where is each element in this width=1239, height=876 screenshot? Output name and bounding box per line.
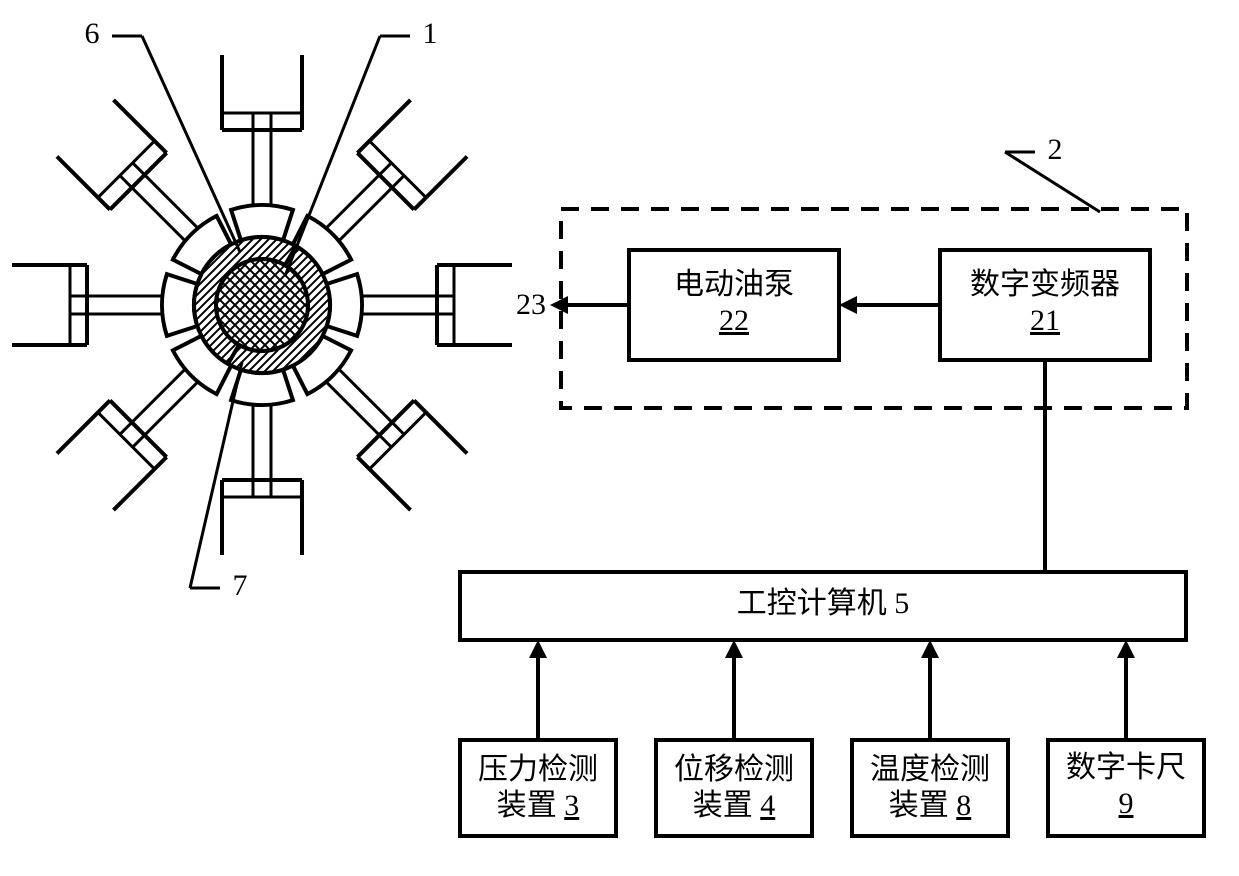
svg-text:22: 22 <box>719 304 749 337</box>
svg-text:2: 2 <box>1048 133 1063 166</box>
svg-text:7: 7 <box>233 569 248 602</box>
svg-text:数字变频器: 数字变频器 <box>970 268 1120 301</box>
svg-text:6: 6 <box>85 17 100 50</box>
svg-text:9: 9 <box>1119 787 1134 820</box>
svg-text:装置 4: 装置 4 <box>693 789 776 822</box>
svg-text:21: 21 <box>1030 304 1060 337</box>
temperature-box: 温度检测装置 8 <box>852 740 1008 836</box>
pressure-box: 压力检测装置 3 <box>460 740 616 836</box>
svg-text:1: 1 <box>423 17 438 50</box>
svg-text:数字卡尺: 数字卡尺 <box>1066 751 1186 784</box>
svg-text:位移检测: 位移检测 <box>674 753 794 786</box>
svg-text:23: 23 <box>516 288 546 321</box>
svg-text:装置 8: 装置 8 <box>889 789 972 822</box>
displacement-box: 位移检测装置 4 <box>656 740 812 836</box>
svg-text:温度检测: 温度检测 <box>870 753 990 786</box>
svg-text:压力检测: 压力检测 <box>478 753 598 786</box>
svg-text:工控计算机 5: 工控计算机 5 <box>737 587 910 620</box>
ipc-box: 工控计算机 5 <box>460 572 1186 640</box>
svg-text:电动油泵: 电动油泵 <box>674 268 794 301</box>
radial-press <box>12 55 512 555</box>
svg-text:装置 3: 装置 3 <box>497 789 580 822</box>
